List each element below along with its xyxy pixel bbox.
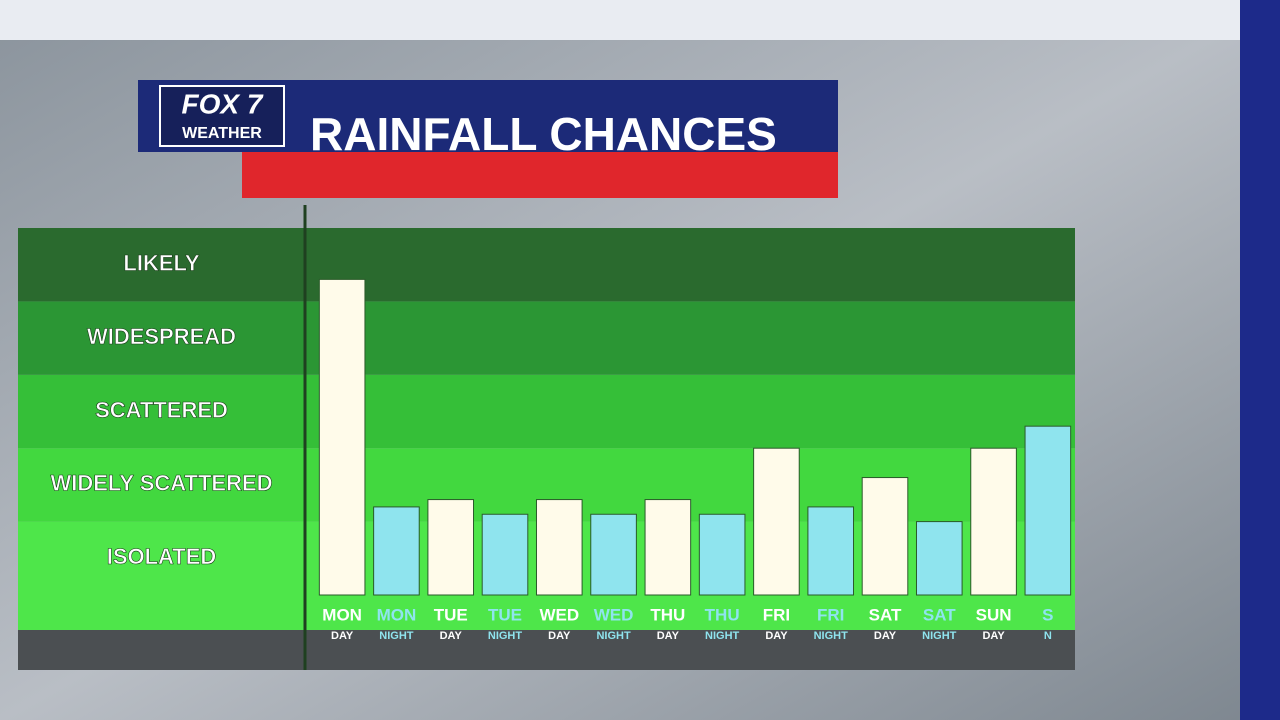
x-tick-label: WED xyxy=(594,605,634,624)
x-tick-label: SAT xyxy=(869,605,902,624)
x-tick-label: S xyxy=(1042,605,1053,624)
y-tick-label: LIKELY xyxy=(123,251,200,276)
x-tick-label: THU xyxy=(705,605,740,624)
x-tick-sublabel: DAY xyxy=(331,630,354,642)
bar xyxy=(590,513,637,596)
y-tick-label: WIDESPREAD xyxy=(87,324,236,349)
logo-sub: WEATHER xyxy=(182,125,262,142)
x-tick-sublabel: DAY xyxy=(657,630,680,642)
x-tick-sublabel: NIGHT xyxy=(596,630,631,642)
logo: FOX 7 xyxy=(182,88,264,119)
x-tick-sublabel: DAY xyxy=(765,630,788,642)
bar xyxy=(753,447,800,596)
x-tick-label: SAT xyxy=(923,605,956,624)
logo-box xyxy=(159,85,285,147)
y-tick-label: WIDELY SCATTERED xyxy=(50,471,272,496)
x-tick-label: FRI xyxy=(763,605,790,624)
x-tick-sublabel: DAY xyxy=(874,630,897,642)
x-tick-label: THU xyxy=(650,605,685,624)
x-tick-sublabel: NIGHT xyxy=(922,630,957,642)
x-tick-sublabel: NIGHT xyxy=(379,630,414,642)
x-tick-label: TUE xyxy=(434,605,468,624)
level-band xyxy=(18,374,1075,449)
screen-frame xyxy=(0,0,1280,40)
x-tick-sublabel: NIGHT xyxy=(814,630,849,642)
x-tick-sublabel: DAY xyxy=(548,630,571,642)
x-tick-label: TUE xyxy=(488,605,522,624)
screen-edge xyxy=(1240,0,1280,720)
bar xyxy=(915,521,963,596)
x-tick-sublabel: NIGHT xyxy=(705,630,740,642)
x-tick-sublabel: NIGHT xyxy=(488,630,523,642)
level-band xyxy=(18,301,1075,375)
x-tick-sublabel: DAY xyxy=(982,630,1005,642)
bar xyxy=(481,513,529,596)
x-tick-label: MON xyxy=(377,605,417,624)
bar xyxy=(807,506,855,596)
y-tick-label: SCATTERED xyxy=(95,397,228,422)
bar xyxy=(427,499,475,596)
chart-title: RAINFALL CHANCES xyxy=(310,108,777,160)
x-tick-label: SUN xyxy=(976,605,1012,624)
title-stripe xyxy=(242,152,838,198)
bar xyxy=(861,477,909,596)
x-tick-sublabel: DAY xyxy=(440,630,463,642)
level-band xyxy=(18,228,1075,302)
bar xyxy=(970,447,1017,596)
y-tick-label: ISOLATED xyxy=(107,544,217,569)
x-tick-label: WED xyxy=(539,605,579,624)
x-tick-label: FRI xyxy=(817,605,844,624)
bar xyxy=(373,506,420,596)
bar xyxy=(698,513,746,596)
bar xyxy=(644,499,692,596)
x-tick-label: MON xyxy=(322,605,362,624)
x-tick-sublabel: N xyxy=(1044,630,1052,642)
bar xyxy=(1024,425,1072,596)
bar xyxy=(318,278,366,596)
bar xyxy=(535,499,583,596)
